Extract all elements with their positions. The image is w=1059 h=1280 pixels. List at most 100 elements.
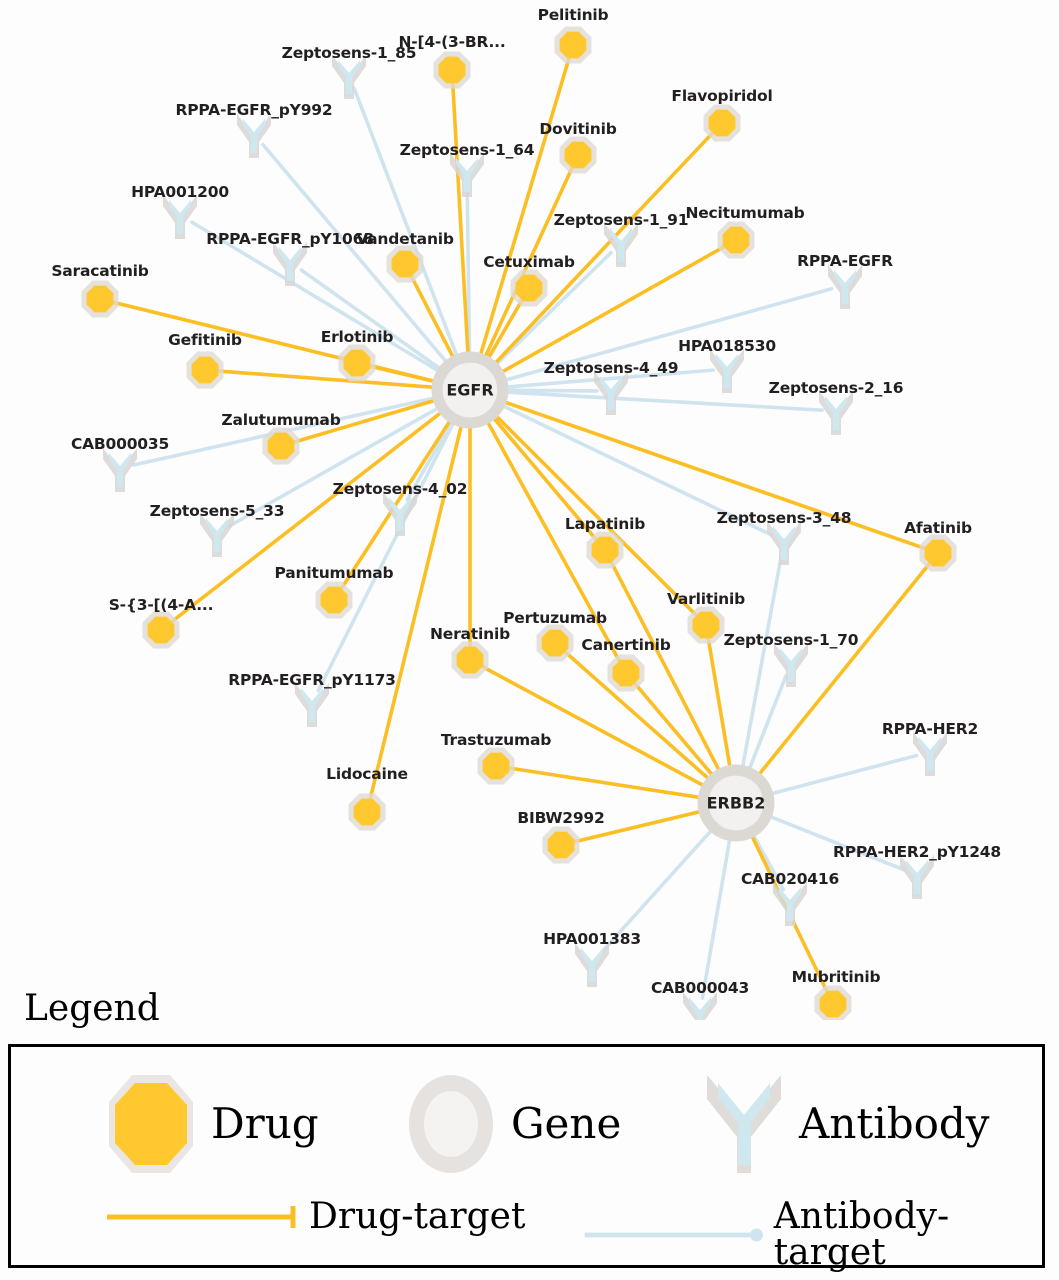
drug-node[interactable] bbox=[81, 280, 119, 318]
gene-inner bbox=[709, 776, 763, 830]
drug-target-edge bbox=[368, 417, 465, 801]
drug-target-edge bbox=[217, 369, 442, 390]
antibody-node[interactable] bbox=[767, 521, 801, 565]
legend-item-drug: Drug bbox=[103, 1069, 319, 1179]
antibody-node[interactable] bbox=[828, 265, 862, 309]
drug-node[interactable] bbox=[814, 985, 852, 1020]
drug-node[interactable] bbox=[607, 654, 645, 692]
antibody-target-edge bbox=[405, 414, 457, 502]
drug-target-edge bbox=[496, 398, 927, 551]
antibody-node[interactable] bbox=[710, 349, 744, 393]
antibody-core bbox=[389, 497, 411, 531]
drug-target-edge bbox=[483, 298, 524, 366]
drug-core bbox=[456, 646, 484, 674]
drug-core bbox=[559, 31, 587, 59]
drug-node[interactable] bbox=[919, 534, 957, 572]
legend: Legend Drug Gene bbox=[0, 988, 1059, 1280]
antibody-node[interactable] bbox=[575, 943, 609, 987]
edges-layer bbox=[111, 56, 932, 1001]
drug-node[interactable] bbox=[348, 793, 386, 831]
antibody-target-edge bbox=[497, 286, 834, 384]
antibody-target-edge bbox=[316, 414, 459, 693]
drug-node[interactable] bbox=[703, 104, 741, 142]
antibody-node[interactable] bbox=[819, 391, 853, 435]
antibody-node[interactable] bbox=[604, 223, 638, 267]
drug-target-edge-icon bbox=[107, 1206, 296, 1228]
drug-target-edge bbox=[488, 131, 715, 370]
drug-core bbox=[191, 356, 219, 384]
antibody-node[interactable] bbox=[295, 683, 329, 727]
antibody-target-edge bbox=[498, 368, 715, 390]
drug-node[interactable] bbox=[262, 427, 300, 465]
antibody-node[interactable] bbox=[383, 492, 417, 536]
drug-core bbox=[391, 250, 419, 278]
antibody-node[interactable] bbox=[450, 153, 484, 197]
drug-core bbox=[267, 432, 295, 460]
legend-item-gene: Gene bbox=[403, 1069, 621, 1179]
antibody-node[interactable] bbox=[163, 195, 197, 239]
drug-node[interactable] bbox=[338, 344, 376, 382]
antibody-core bbox=[301, 688, 323, 722]
drug-node[interactable] bbox=[559, 136, 597, 174]
gene-label-egfr: EGFR bbox=[446, 380, 494, 400]
drug-node[interactable] bbox=[386, 245, 424, 283]
drug-core bbox=[343, 349, 371, 377]
antibody-node[interactable] bbox=[683, 992, 717, 1020]
antibody-core bbox=[689, 997, 711, 1020]
antibody-node[interactable] bbox=[332, 55, 366, 99]
drug-target-edge bbox=[489, 409, 698, 617]
gene-node-erbb2[interactable] bbox=[697, 764, 775, 842]
drug-node[interactable] bbox=[586, 531, 624, 569]
antibody-node[interactable] bbox=[273, 242, 307, 286]
gene-label-erbb2: ERBB2 bbox=[706, 793, 766, 813]
antibody-target-edge bbox=[489, 250, 613, 371]
legend-title: Legend bbox=[24, 988, 160, 1029]
drug-node[interactable] bbox=[315, 581, 353, 619]
antibody-node[interactable] bbox=[774, 643, 808, 687]
drug-core bbox=[924, 539, 952, 567]
antibody-node[interactable] bbox=[237, 114, 271, 158]
drug-core bbox=[541, 629, 569, 657]
antibody-core bbox=[779, 887, 801, 921]
drug-node[interactable] bbox=[717, 221, 755, 259]
drug-node[interactable] bbox=[542, 826, 580, 864]
gene-icon bbox=[409, 1075, 493, 1173]
legend-item-antibody: Antibody bbox=[701, 1069, 989, 1179]
drug-target-edge bbox=[572, 808, 709, 844]
drug-target-edge bbox=[368, 364, 443, 385]
drug-node[interactable] bbox=[536, 624, 574, 662]
antibody-node[interactable] bbox=[900, 855, 934, 899]
drug-node[interactable] bbox=[142, 611, 180, 649]
drug-target-edge bbox=[476, 56, 571, 364]
antibody-node[interactable] bbox=[913, 732, 947, 776]
antibody-target-edge bbox=[739, 552, 784, 776]
drug-target-edge bbox=[494, 245, 726, 378]
antibody-node[interactable] bbox=[594, 371, 628, 415]
antibody-target-edge bbox=[495, 401, 774, 537]
drug-core bbox=[482, 752, 510, 780]
antibody-target-edge bbox=[465, 185, 472, 362]
antibody-target-edge bbox=[498, 389, 824, 412]
drug-node[interactable] bbox=[510, 269, 548, 307]
gene-node-egfr[interactable] bbox=[431, 351, 509, 429]
antibody-target-edge bbox=[745, 674, 788, 777]
antibody-node[interactable] bbox=[773, 882, 807, 926]
drug-node[interactable] bbox=[433, 51, 471, 89]
antibody-target-edge bbox=[261, 142, 453, 369]
drug-target-edge bbox=[480, 165, 574, 365]
drug-node[interactable] bbox=[477, 747, 515, 785]
drug-node[interactable] bbox=[451, 641, 489, 679]
drug-node[interactable] bbox=[687, 606, 725, 644]
drug-target-edge bbox=[487, 411, 598, 542]
antibody-core bbox=[906, 860, 928, 894]
drug-target-edge bbox=[409, 274, 459, 366]
antibody-core bbox=[919, 737, 941, 771]
legend-item-antibody-target: Antibody-target bbox=[581, 1199, 1042, 1271]
antibody-node[interactable] bbox=[103, 448, 137, 492]
gene-inner bbox=[443, 363, 497, 417]
drug-node[interactable] bbox=[554, 26, 592, 64]
antibody-core bbox=[773, 526, 795, 560]
drug-node[interactable] bbox=[186, 351, 224, 389]
antibody-node[interactable] bbox=[200, 513, 234, 557]
